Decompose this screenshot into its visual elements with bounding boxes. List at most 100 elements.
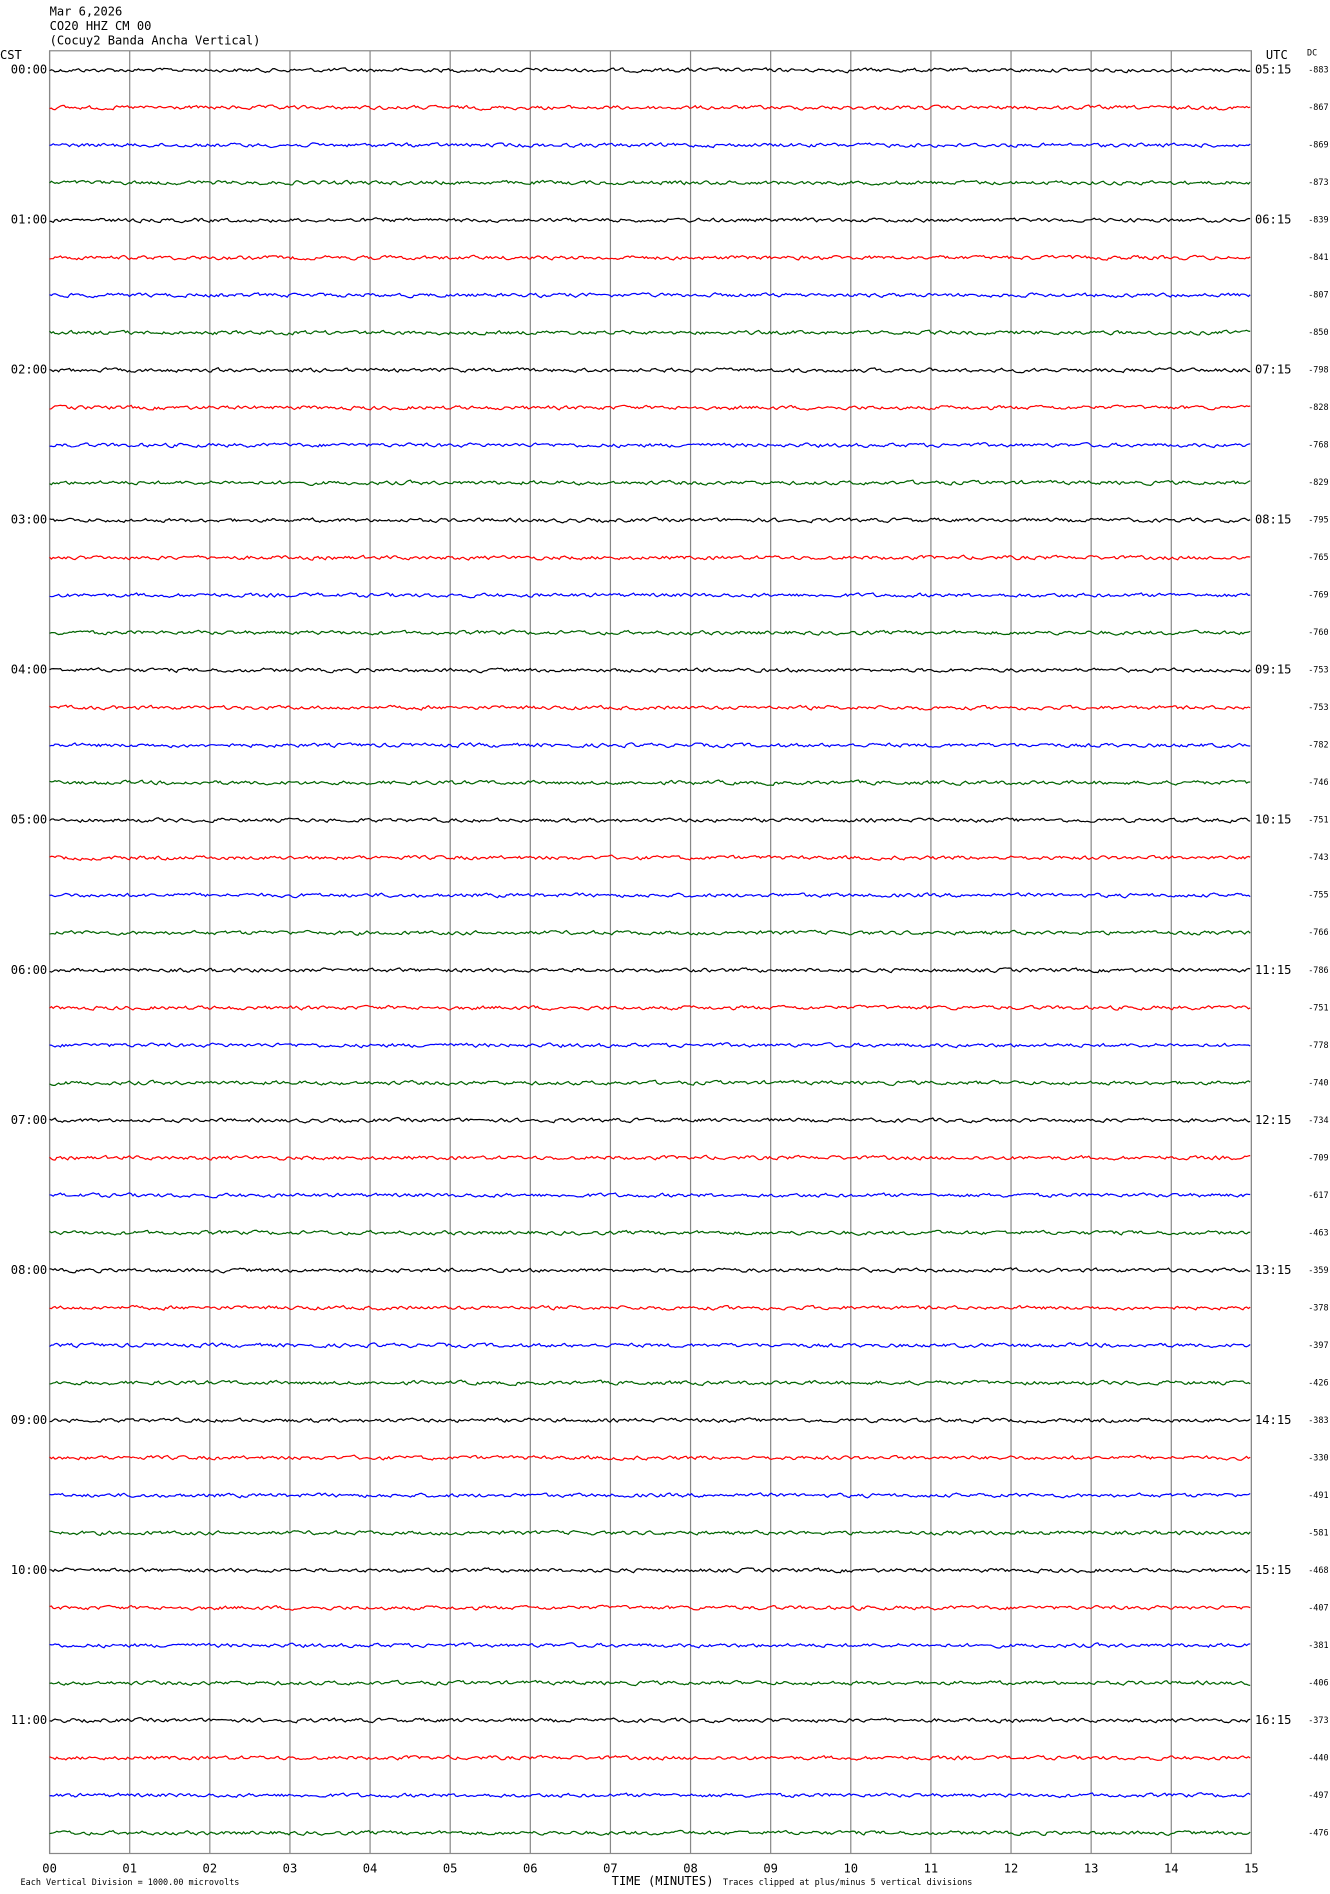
cst-label: 02:00	[11, 363, 47, 377]
trace	[49, 1679, 1251, 1687]
dc-value: -426	[1308, 1377, 1328, 1387]
utc-label: 08:15	[1255, 513, 1291, 527]
utc-label: 06:15	[1255, 213, 1291, 227]
trace	[49, 704, 1251, 711]
trace	[49, 1417, 1251, 1424]
cst-label: 05:00	[11, 813, 47, 827]
dc-title: DC	[1307, 48, 1317, 58]
trace	[49, 1492, 1251, 1499]
dc-value: -743	[1308, 852, 1328, 862]
utc-label: 12:15	[1255, 1113, 1291, 1127]
cst-label: 10:00	[11, 1563, 47, 1577]
utc-label: 05:15	[1255, 63, 1291, 77]
dc-value: -359	[1308, 1265, 1328, 1275]
dc-value: -468	[1308, 1565, 1328, 1575]
trace	[49, 1267, 1251, 1274]
trace	[49, 1792, 1251, 1799]
dc-value: -378	[1308, 1302, 1328, 1312]
dc-value: -873	[1308, 177, 1328, 187]
utc-label: 15:15	[1255, 1563, 1291, 1577]
cst-label: 03:00	[11, 513, 47, 527]
dc-value: -841	[1308, 252, 1328, 262]
cst-label: 08:00	[11, 1263, 47, 1277]
utc-label: 10:15	[1255, 813, 1291, 827]
trace	[49, 1829, 1251, 1837]
trace	[49, 1379, 1251, 1387]
trace	[49, 629, 1251, 636]
dc-value: -755	[1308, 890, 1328, 900]
utc-label: 16:15	[1255, 1713, 1291, 1727]
x-tick-label: 00	[42, 1862, 57, 1876]
cst-label: 07:00	[11, 1113, 47, 1127]
dc-value: -798	[1308, 365, 1328, 375]
trace	[49, 142, 1251, 149]
trace	[49, 104, 1251, 111]
x-tick-label: 07	[603, 1862, 618, 1876]
trace	[49, 1754, 1251, 1761]
trace	[49, 1342, 1251, 1349]
dc-value: -751	[1308, 1002, 1328, 1012]
cst-label: 01:00	[11, 213, 47, 227]
x-tick-label: 09	[763, 1862, 778, 1876]
dc-value: -753	[1308, 702, 1328, 712]
utc-label: 11:15	[1255, 963, 1291, 977]
trace	[49, 1004, 1251, 1011]
title-line: (Cocuy2 Banda Ancha Vertical)	[50, 34, 261, 48]
dc-value: -751	[1308, 815, 1328, 825]
trace	[49, 1529, 1251, 1537]
trace	[49, 516, 1251, 524]
trace	[49, 179, 1251, 186]
x-tick-label: 13	[1084, 1862, 1099, 1876]
trace	[49, 592, 1251, 599]
cst-label: 06:00	[11, 963, 47, 977]
trace	[49, 1304, 1251, 1311]
dc-value: -753	[1308, 665, 1328, 675]
trace	[49, 329, 1251, 336]
left-axis-title: CST	[0, 48, 22, 62]
trace	[49, 292, 1251, 299]
trace	[49, 967, 1251, 974]
trace	[49, 892, 1251, 899]
trace	[49, 667, 1251, 674]
footer-left: Each Vertical Division = 1000.00 microvo…	[21, 1877, 240, 1887]
trace	[49, 817, 1251, 824]
cst-label: 11:00	[11, 1713, 47, 1727]
x-tick-label: 10	[844, 1862, 859, 1876]
dc-value: -497	[1308, 1790, 1328, 1800]
footer-right: Traces clipped at plus/minus 5 vertical …	[723, 1877, 972, 1887]
dc-value: -406	[1308, 1677, 1328, 1687]
x-tick-label: 12	[1004, 1862, 1019, 1876]
dc-value: -839	[1308, 215, 1328, 225]
dc-value: -867	[1308, 102, 1328, 112]
trace	[49, 404, 1251, 411]
x-tick-label: 04	[363, 1862, 378, 1876]
right-axis-title: UTC	[1266, 48, 1288, 62]
dc-value: -463	[1308, 1227, 1328, 1237]
dc-value: -883	[1308, 65, 1328, 75]
dc-value: -440	[1308, 1752, 1328, 1762]
trace	[49, 929, 1251, 936]
trace	[49, 742, 1251, 749]
trace	[49, 1116, 1251, 1124]
dc-value: -766	[1308, 927, 1328, 937]
trace	[49, 1154, 1251, 1161]
title-line: Mar 6,2026	[50, 5, 123, 19]
dc-value: -397	[1308, 1340, 1328, 1350]
x-tick-label: 03	[283, 1862, 298, 1876]
dc-value: -869	[1308, 140, 1328, 150]
trace	[49, 779, 1251, 787]
dc-value: -829	[1308, 477, 1328, 487]
trace	[49, 442, 1251, 449]
dc-value: -476	[1308, 1827, 1328, 1837]
dc-value: -330	[1308, 1452, 1328, 1462]
dc-value: -768	[1308, 440, 1328, 450]
trace	[49, 1229, 1251, 1236]
trace	[49, 67, 1251, 74]
x-tick-label: 01	[122, 1862, 137, 1876]
trace	[49, 479, 1251, 487]
dc-value: -581	[1308, 1527, 1328, 1537]
dc-value: -769	[1308, 590, 1328, 600]
x-tick-label: 11	[924, 1862, 939, 1876]
trace	[49, 1567, 1251, 1574]
